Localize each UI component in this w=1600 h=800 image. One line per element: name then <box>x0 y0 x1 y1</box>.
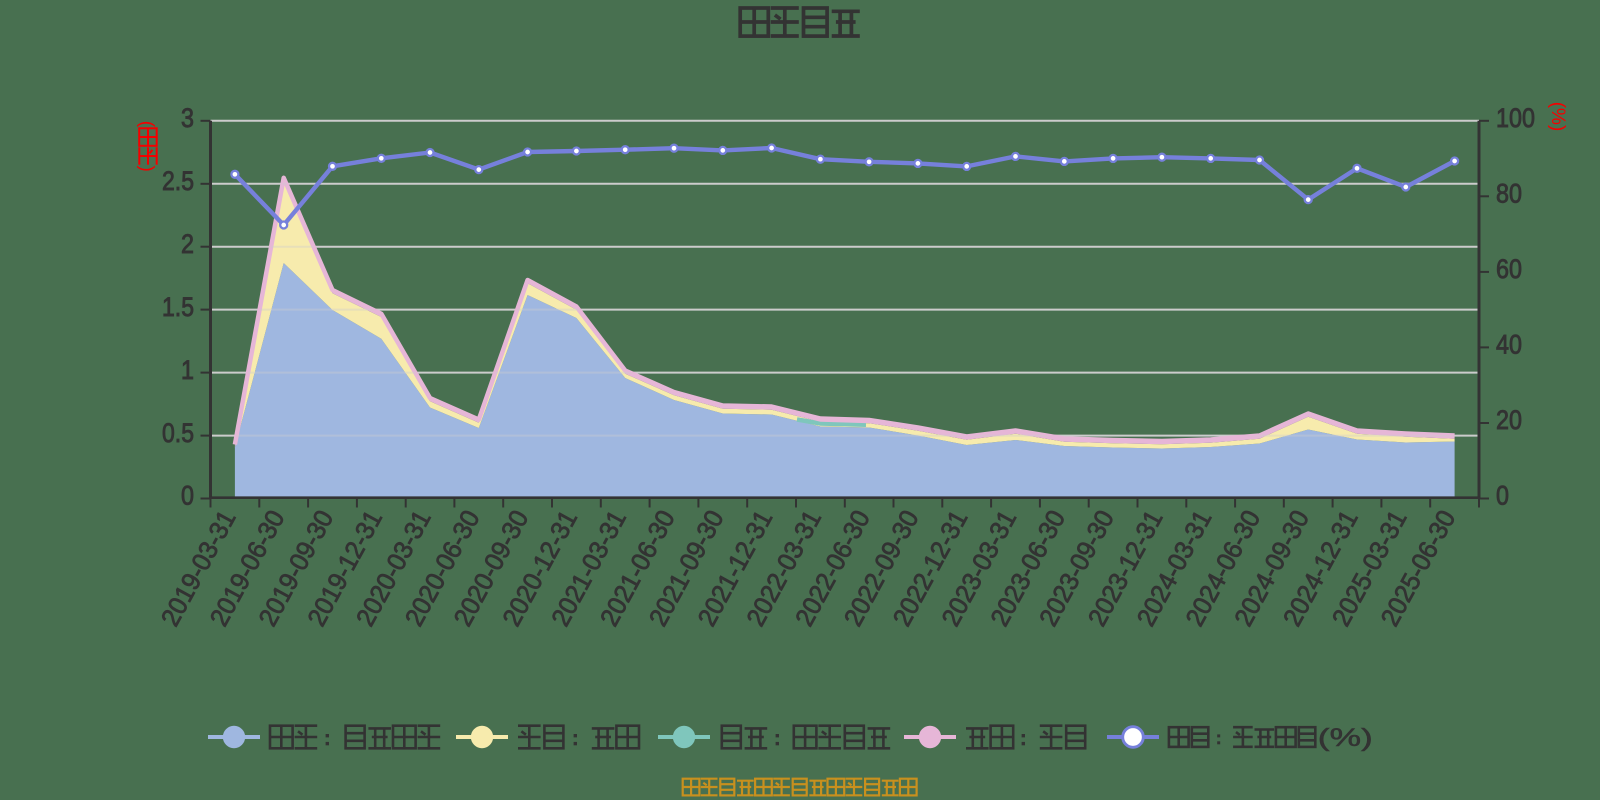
svg-text:2: 2 <box>181 229 194 259</box>
svg-text:60: 60 <box>1496 254 1522 284</box>
svg-text:2.5: 2.5 <box>162 166 194 196</box>
svg-text:100: 100 <box>1496 103 1535 133</box>
svg-text:3: 3 <box>181 103 194 133</box>
svg-text:1.5: 1.5 <box>162 292 194 322</box>
svg-text:40: 40 <box>1496 330 1522 360</box>
svg-text:(: ( <box>136 121 157 128</box>
svg-text:0: 0 <box>1496 481 1509 511</box>
svg-text:20: 20 <box>1496 405 1522 435</box>
svg-text:1: 1 <box>181 355 194 385</box>
svg-text:(%): (%) <box>1318 724 1373 752</box>
svg-text:): ) <box>136 166 157 172</box>
svg-text:0: 0 <box>181 481 194 511</box>
svg-text:(%): (%) <box>1547 102 1568 132</box>
svg-text:0.5: 0.5 <box>162 418 194 448</box>
svg-text:80: 80 <box>1496 179 1522 209</box>
